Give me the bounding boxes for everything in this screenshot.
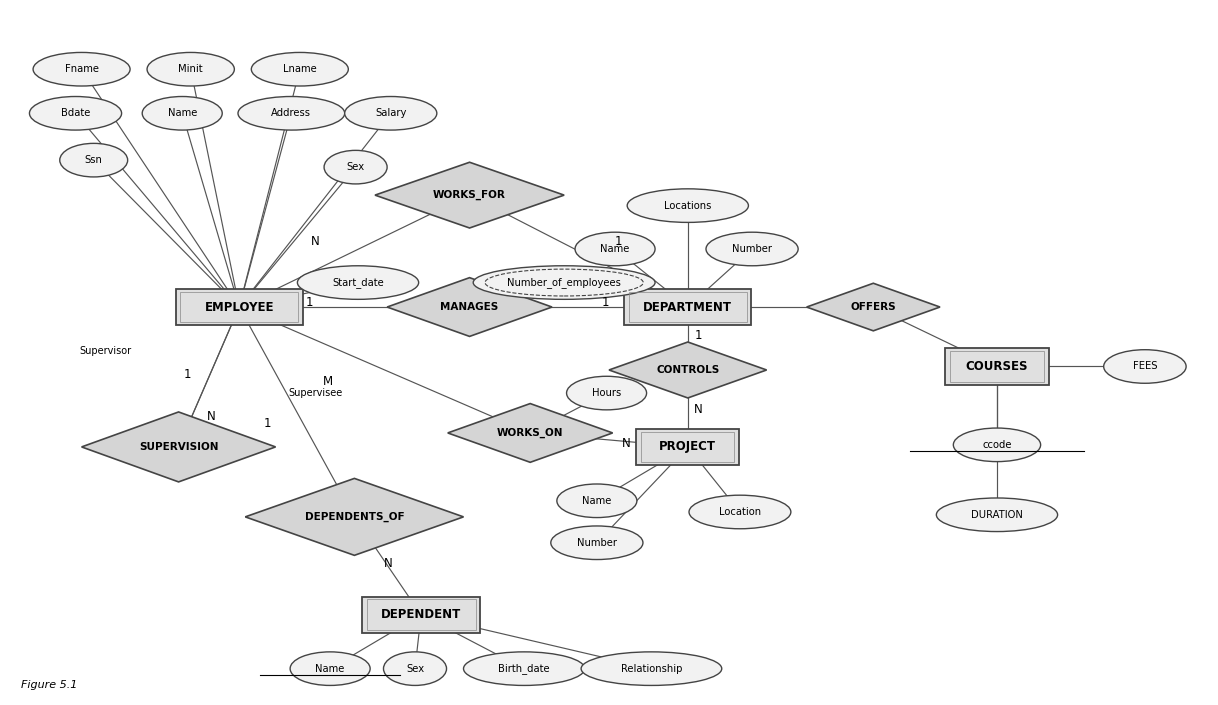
Polygon shape [448, 403, 613, 462]
Text: Number: Number [732, 244, 772, 254]
Ellipse shape [33, 52, 130, 86]
Ellipse shape [251, 52, 348, 86]
Text: N: N [312, 235, 320, 248]
Ellipse shape [581, 652, 722, 685]
Ellipse shape [575, 232, 655, 266]
Text: M: M [323, 375, 333, 388]
Polygon shape [806, 283, 940, 331]
Ellipse shape [566, 376, 647, 410]
FancyBboxPatch shape [175, 289, 303, 325]
Text: Name: Name [582, 496, 611, 505]
FancyBboxPatch shape [636, 429, 739, 465]
Text: DEPARTMENT: DEPARTMENT [643, 300, 732, 314]
Text: EMPLOYEE: EMPLOYEE [205, 300, 274, 314]
Text: ccode: ccode [982, 440, 1012, 450]
Text: Location: Location [719, 507, 761, 517]
Text: Supervisee: Supervisee [289, 388, 342, 398]
Text: N: N [207, 410, 216, 423]
Polygon shape [387, 278, 552, 336]
Text: Bdate: Bdate [61, 109, 90, 118]
Text: Lname: Lname [283, 64, 317, 74]
Text: 1: 1 [615, 235, 622, 248]
Ellipse shape [1104, 350, 1186, 384]
Text: WORKS_ON: WORKS_ON [497, 428, 564, 438]
Ellipse shape [238, 97, 345, 130]
Polygon shape [375, 162, 564, 228]
Text: DEPENDENT: DEPENDENT [381, 608, 462, 621]
Text: FEES: FEES [1133, 362, 1157, 372]
Ellipse shape [29, 97, 122, 130]
Text: Relationship: Relationship [621, 663, 682, 674]
Text: 1: 1 [263, 417, 270, 430]
Ellipse shape [557, 484, 637, 517]
FancyBboxPatch shape [362, 596, 480, 633]
Text: DEPENDENTS_OF: DEPENDENTS_OF [304, 512, 404, 522]
Ellipse shape [297, 266, 419, 300]
Polygon shape [245, 479, 464, 556]
Text: PROJECT: PROJECT [659, 441, 716, 453]
Text: Sex: Sex [347, 162, 364, 172]
Text: Figure 5.1: Figure 5.1 [21, 680, 77, 689]
Text: 1: 1 [184, 369, 191, 381]
Text: 1: 1 [306, 295, 313, 309]
Text: Salary: Salary [375, 109, 407, 118]
Text: Name: Name [600, 244, 630, 254]
Text: 1: 1 [602, 295, 609, 309]
Ellipse shape [954, 428, 1040, 462]
Text: SUPERVISION: SUPERVISION [139, 442, 218, 452]
Ellipse shape [474, 266, 655, 300]
Text: Fname: Fname [65, 64, 99, 74]
Text: N: N [621, 437, 631, 450]
Text: MANAGES: MANAGES [441, 302, 498, 312]
Text: Sex: Sex [406, 663, 424, 674]
Text: Birth_date: Birth_date [498, 663, 551, 674]
Ellipse shape [60, 143, 128, 177]
Ellipse shape [147, 52, 234, 86]
Text: Name: Name [168, 109, 197, 118]
Ellipse shape [290, 652, 370, 685]
Text: Start_date: Start_date [333, 277, 384, 288]
Ellipse shape [551, 526, 643, 560]
Ellipse shape [324, 150, 387, 184]
Ellipse shape [143, 97, 222, 130]
Ellipse shape [706, 232, 798, 266]
Ellipse shape [464, 652, 585, 685]
Text: Supervisor: Supervisor [79, 346, 132, 356]
Ellipse shape [627, 189, 748, 222]
Text: Hours: Hours [592, 388, 621, 398]
FancyBboxPatch shape [624, 289, 752, 325]
FancyBboxPatch shape [945, 348, 1049, 385]
Text: N: N [384, 557, 392, 570]
Text: WORKS_FOR: WORKS_FOR [434, 190, 505, 200]
Text: Number: Number [577, 538, 616, 548]
Text: Name: Name [315, 663, 345, 674]
Text: 1: 1 [695, 329, 703, 341]
Ellipse shape [689, 495, 790, 529]
Text: Ssn: Ssn [85, 155, 102, 165]
Polygon shape [609, 342, 766, 398]
Text: CONTROLS: CONTROLS [657, 365, 720, 375]
Text: Minit: Minit [178, 64, 203, 74]
Text: Number_of_employees: Number_of_employees [507, 277, 621, 288]
Ellipse shape [384, 652, 447, 685]
Ellipse shape [345, 97, 437, 130]
Text: Address: Address [272, 109, 312, 118]
Text: OFFERS: OFFERS [850, 302, 896, 312]
Text: Locations: Locations [664, 201, 711, 211]
Ellipse shape [937, 498, 1057, 532]
Text: DURATION: DURATION [971, 510, 1023, 520]
Polygon shape [82, 412, 275, 482]
Text: COURSES: COURSES [966, 360, 1028, 373]
Text: N: N [694, 403, 703, 417]
